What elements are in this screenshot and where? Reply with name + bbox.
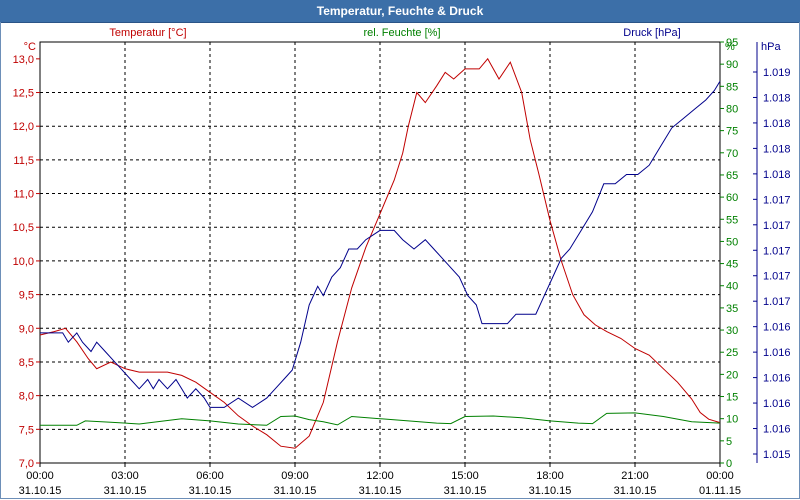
humidity-tick-label: 75 xyxy=(726,126,738,138)
x-tick-date: 31.10.15 xyxy=(274,485,317,497)
pressure-tick-label: 1.016 xyxy=(763,398,791,410)
pressure-tick-label: 1.017 xyxy=(763,296,791,308)
pressure-tick-label: 1.015 xyxy=(763,449,791,461)
pressure-tick-label: 1.016 xyxy=(763,373,791,385)
x-tick-date: 31.10.15 xyxy=(359,485,402,497)
pressure-tick-label: 1.017 xyxy=(763,271,791,283)
x-tick-time: 12:00 xyxy=(366,470,394,482)
humidity-tick-label: 30 xyxy=(726,325,738,337)
x-tick-date: 31.10.15 xyxy=(529,485,572,497)
humidity-tick-label: 65 xyxy=(726,170,738,182)
x-tick-date: 31.10.15 xyxy=(19,485,62,497)
humidity-unit-label: % xyxy=(725,41,735,53)
temp-tick-label: 7,0 xyxy=(19,458,34,470)
humidity-tick-label: 95 xyxy=(726,37,738,49)
pressure-tick-label: 1.017 xyxy=(763,245,791,257)
pressure-tick-label: 1.016 xyxy=(763,347,791,359)
temp-tick-label: 13,0 xyxy=(13,54,34,66)
x-tick-time: 15:00 xyxy=(451,470,479,482)
temp-tick-label: 12,0 xyxy=(13,121,34,133)
humidity-tick-label: 40 xyxy=(726,281,738,293)
pressure-tick-label: 1.016 xyxy=(763,424,791,436)
x-tick-date: 31.10.15 xyxy=(614,485,657,497)
humidity-axis-title: rel. Feuchte [%] xyxy=(363,27,440,39)
temp-tick-label: 8,0 xyxy=(19,391,34,403)
x-tick-time: 06:00 xyxy=(196,470,224,482)
humidity-tick-label: 90 xyxy=(726,59,738,71)
humidity-tick-label: 70 xyxy=(726,148,738,160)
humidity-line xyxy=(40,412,721,426)
x-tick-time: 09:00 xyxy=(281,470,309,482)
humidity-tick-label: 45 xyxy=(726,259,738,271)
humidity-tick-label: 15 xyxy=(726,392,738,404)
temp-unit-label: °C xyxy=(24,41,36,53)
temp-tick-label: 8,5 xyxy=(19,357,34,369)
x-tick-date: 31.10.15 xyxy=(104,485,147,497)
temp-tick-label: 7,5 xyxy=(19,424,34,436)
pressure-unit-label: hPa xyxy=(761,41,781,53)
pressure-line xyxy=(40,81,721,408)
pressure-tick-label: 1.018 xyxy=(763,118,791,130)
x-tick-date: 01.11.15 xyxy=(699,485,741,497)
humidity-tick-label: 80 xyxy=(726,103,738,115)
humidity-tick-label: 60 xyxy=(726,192,738,204)
pressure-tick-label: 1.018 xyxy=(763,143,791,155)
chart-title: Temperatur, Feuchte & Druck xyxy=(316,4,484,18)
x-tick-date: 31.10.15 xyxy=(189,485,232,497)
temperature-line xyxy=(39,57,721,449)
pressure-axis-title: Druck [hPa] xyxy=(623,27,680,39)
humidity-tick-label: 0 xyxy=(726,458,732,470)
temp-tick-label: 11,0 xyxy=(13,189,34,201)
temp-tick-label: 9,5 xyxy=(19,290,34,302)
humidity-tick-label: 35 xyxy=(726,303,738,315)
pressure-tick-label: 1.018 xyxy=(763,92,791,104)
humidity-tick-label: 10 xyxy=(726,414,738,426)
x-tick-time: 21:00 xyxy=(621,470,649,482)
humidity-tick-label: 5 xyxy=(726,436,732,448)
x-tick-time: 18:00 xyxy=(536,470,564,482)
humidity-tick-label: 50 xyxy=(726,236,738,248)
humidity-tick-label: 20 xyxy=(726,369,738,381)
pressure-tick-label: 1.017 xyxy=(763,220,791,232)
humidity-tick-label: 55 xyxy=(726,214,738,226)
title-bar: Temperatur, Feuchte & Druck xyxy=(0,0,800,23)
humidity-tick-label: 85 xyxy=(726,81,738,93)
x-tick-date: 31.10.15 xyxy=(444,485,487,497)
temp-axis-title: Temperatur [°C] xyxy=(109,27,186,39)
pressure-tick-label: 1.018 xyxy=(763,169,791,181)
temp-tick-label: 12,5 xyxy=(13,88,34,100)
temp-tick-label: 10,0 xyxy=(13,256,34,268)
pressure-tick-label: 1.017 xyxy=(763,194,791,206)
temp-tick-label: 10,5 xyxy=(13,222,34,234)
x-tick-time: 00:00 xyxy=(26,470,54,482)
pressure-tick-label: 1.016 xyxy=(763,322,791,334)
x-tick-time: 03:00 xyxy=(111,470,139,482)
temp-tick-label: 9,0 xyxy=(19,323,34,335)
humidity-tick-label: 25 xyxy=(726,347,738,359)
x-tick-time: 00:00 xyxy=(706,470,734,482)
temp-tick-label: 11,5 xyxy=(13,155,34,167)
pressure-tick-label: 1.019 xyxy=(763,67,791,79)
